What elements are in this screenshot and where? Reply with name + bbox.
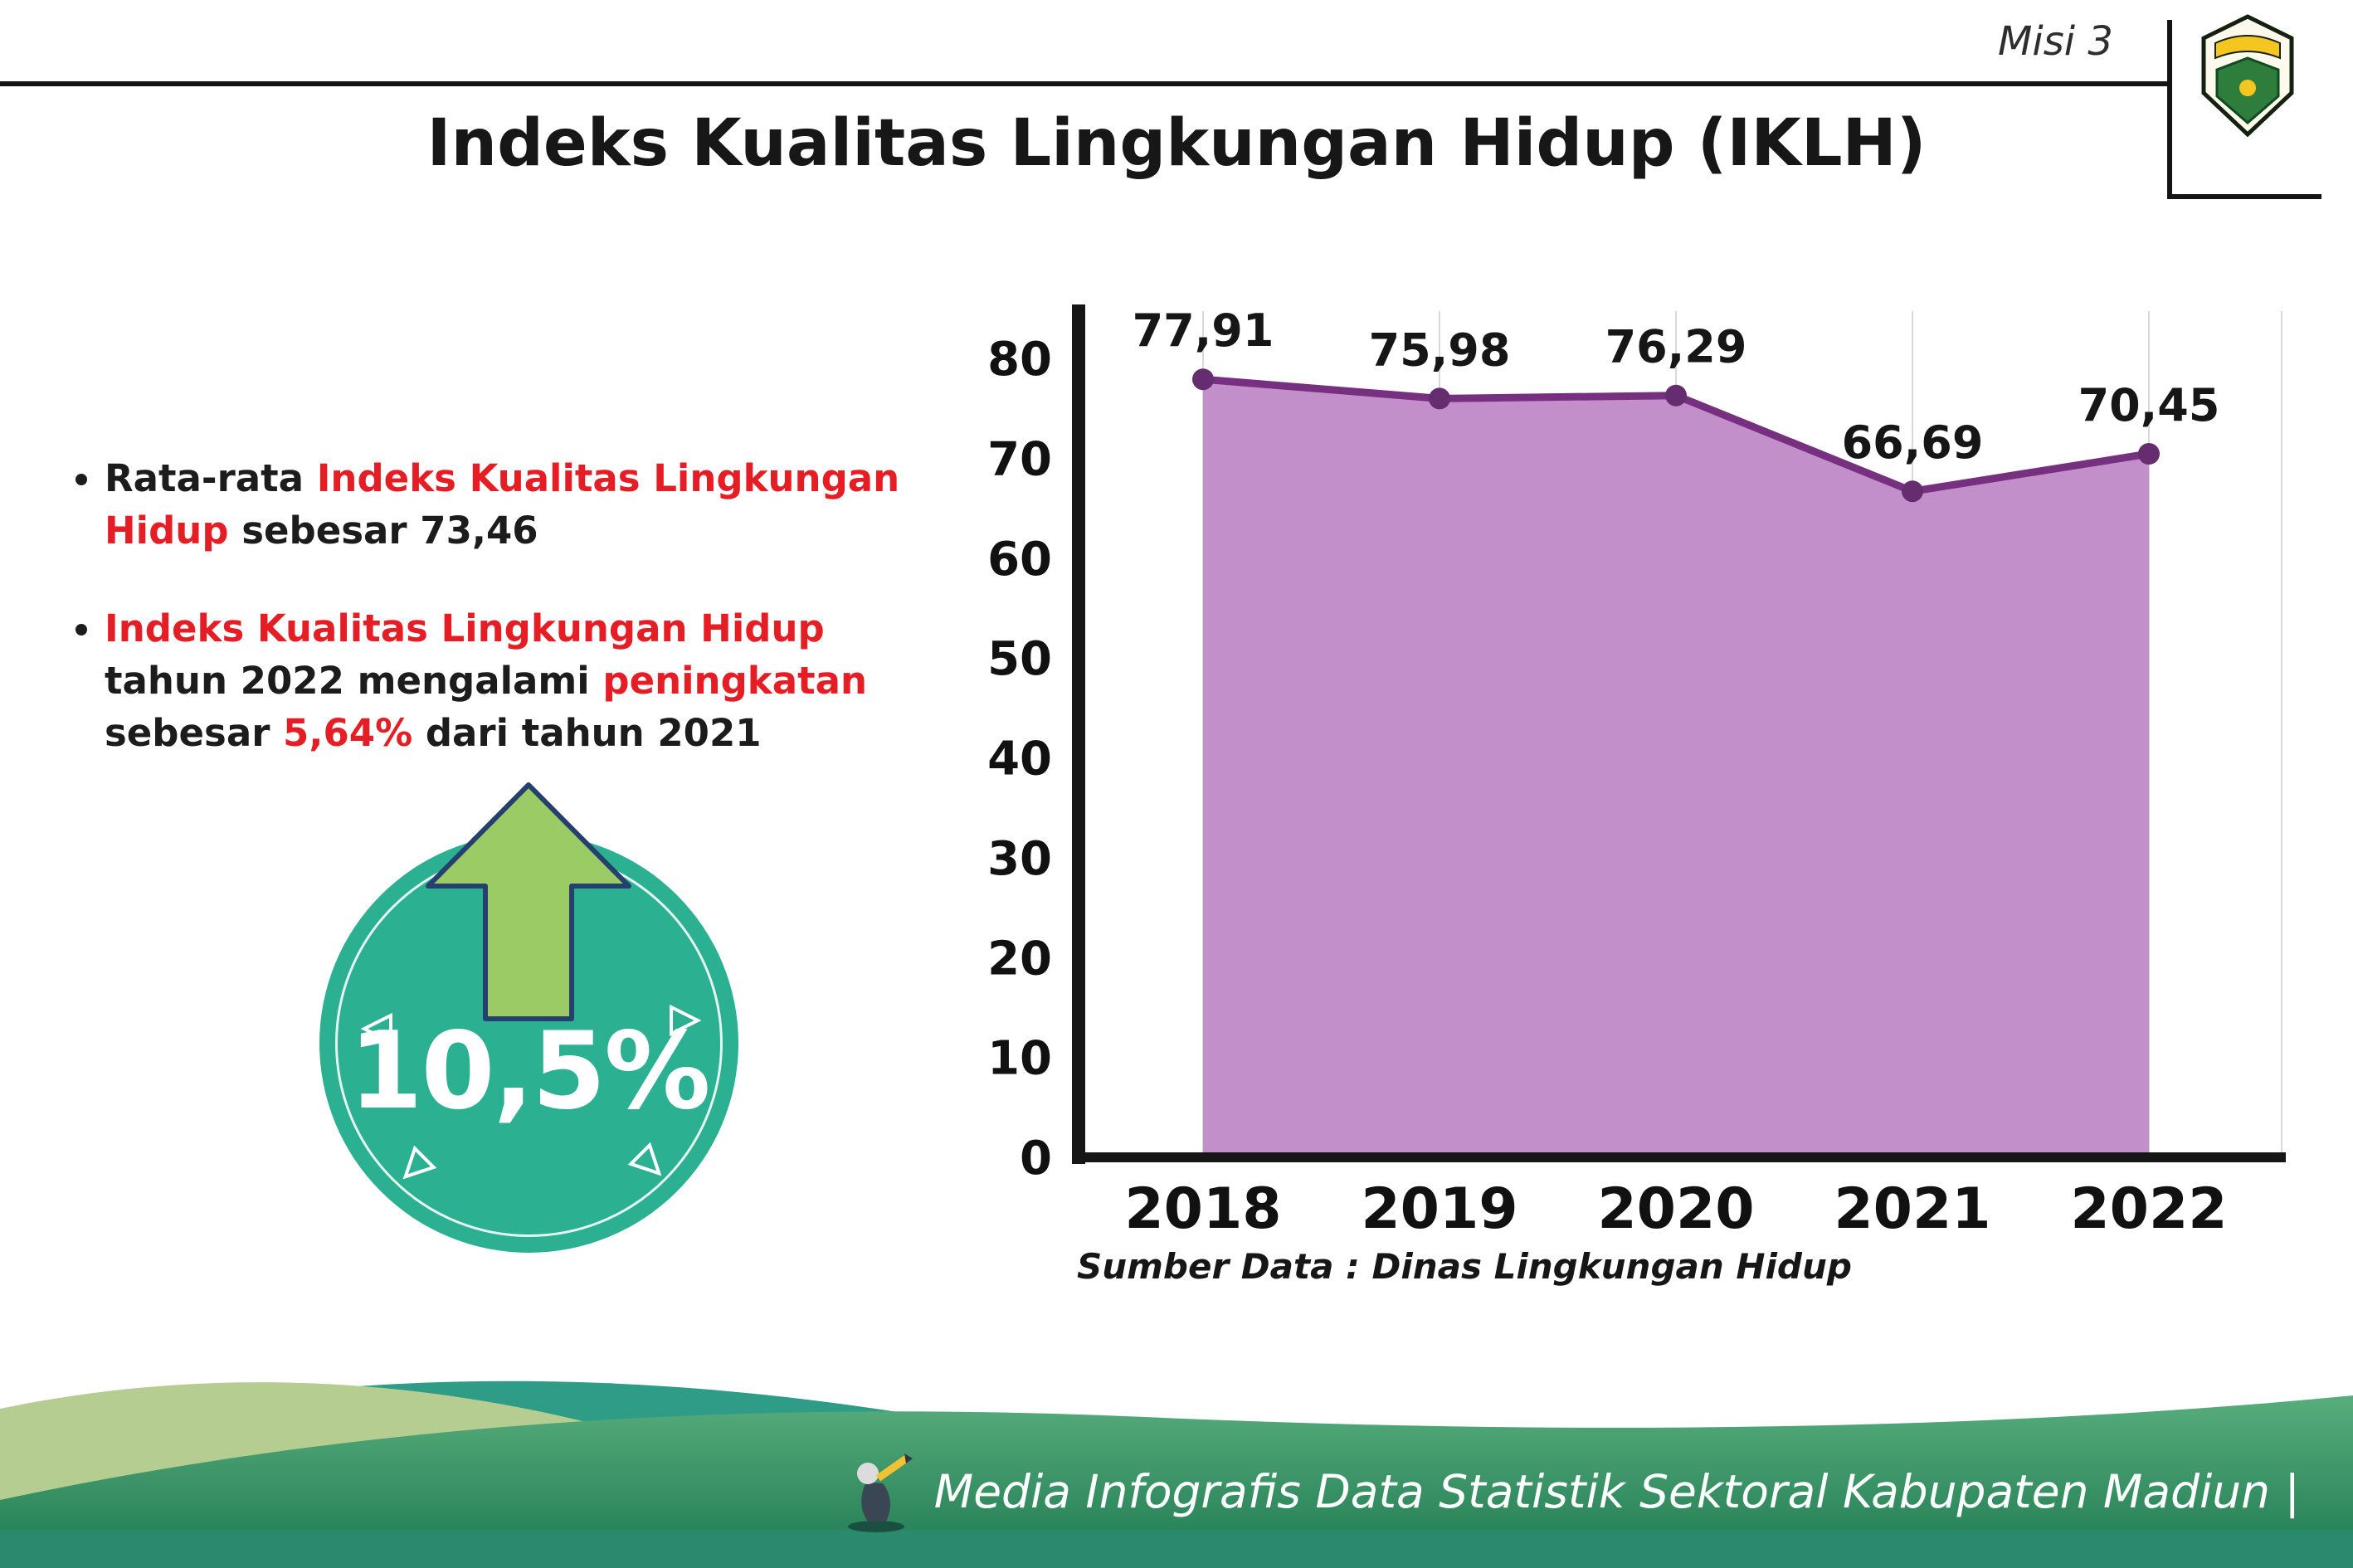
- highlight-circle: 10,5%: [319, 834, 738, 1253]
- chart-data-point: [1429, 387, 1450, 410]
- bullet-text-segment: tahun 2022 mengalami: [105, 659, 603, 703]
- page-title: Indeks Kualitas Lingkungan Hidup (IKLH): [426, 106, 1927, 181]
- x-tick-label: 2021: [1834, 1176, 1990, 1242]
- bullet-text-segment: sebesar: [105, 711, 284, 755]
- mascot-icon: [847, 1454, 913, 1532]
- logo-frame-horizontal: [2167, 194, 2321, 199]
- iklh-chart-svg: 77,91 75,98 76,29 66,69 70,45 0 10 20 30 40 50 60 70…: [987, 304, 2286, 1242]
- chart-data-point: [2138, 443, 2160, 465]
- chart-source: Sumber Data : Dinas Lingkungan Hidup: [1077, 1246, 1852, 1287]
- chart-data-point: [1902, 480, 1923, 503]
- y-tick-label: 30: [987, 832, 1052, 886]
- footer-credit-text: Media Infografis Data Statistik Sektoral…: [933, 1465, 2300, 1518]
- up-arrow-icon: [426, 782, 631, 1021]
- y-tick-label: 50: [987, 632, 1052, 686]
- bullet-text-segment: peningkatan: [602, 659, 868, 703]
- x-tick-label: 2022: [2070, 1176, 2227, 1242]
- x-tick-label: 2019: [1361, 1176, 1518, 1242]
- value-label: 77,91: [1133, 304, 1274, 357]
- x-axis: [1072, 1152, 2286, 1162]
- y-tick-label: 20: [987, 932, 1052, 986]
- y-tick-label: 60: [987, 533, 1052, 587]
- bullet-text-segment: Indeks Kualitas Lingkungan Hidup: [105, 606, 825, 650]
- iklh-chart: 77,91 75,98 76,29 66,69 70,45 0 10 20 30 40 50 60 70…: [979, 295, 2340, 1340]
- bullet-text-segment: Indeks Kualitas Lingkungan Hidup: [105, 456, 900, 553]
- bullet-text-segment: Rata-rata: [105, 456, 317, 500]
- footer-credit: Media Infografis Data Statistik Sektoral…: [835, 1450, 2300, 1533]
- bullet-text-segment: sebesar 73,46: [228, 509, 538, 553]
- y-tick-label: 40: [987, 733, 1052, 786]
- x-tick-label: 2020: [1597, 1176, 1754, 1242]
- value-label: 76,29: [1605, 321, 1747, 373]
- y-axis: [1072, 304, 1085, 1164]
- bullet-item: Indeks Kualitas Lingkungan Hidup tahun 2…: [105, 602, 959, 759]
- header-divider: [0, 81, 2167, 86]
- logo-frame-vertical: [2167, 20, 2172, 199]
- value-label: 70,45: [2078, 379, 2220, 431]
- chart-data-point: [1665, 384, 1687, 407]
- misi-label: Misi 3: [1998, 18, 2113, 65]
- bullet-text-segment: 5,64%: [283, 711, 413, 755]
- bullet-list: Rata-rata Indeks Kualitas Lingkungan Hid…: [73, 452, 959, 805]
- highlight-badge: 10,5%: [319, 780, 738, 1257]
- chart-data-point: [1192, 368, 1214, 391]
- y-tick-label: 70: [987, 432, 1052, 486]
- kabupaten-madiun-logo: [2201, 14, 2294, 138]
- chart-area: [1203, 379, 2149, 1157]
- bullet-text-segment: dari tahun 2021: [412, 711, 762, 755]
- bullet-item: Rata-rata Indeks Kualitas Lingkungan Hid…: [105, 452, 959, 557]
- footer-bottom-strip: [0, 1530, 2353, 1568]
- footer-waves: [0, 1381, 2353, 1568]
- y-tick-label: 0: [1020, 1132, 1052, 1186]
- highlight-value: 10,5%: [348, 1010, 710, 1133]
- value-label: 75,98: [1369, 324, 1511, 376]
- triangle-decorations: [360, 1004, 702, 1180]
- y-tick-label: 10: [987, 1032, 1052, 1086]
- footer-main-band: [0, 1395, 2353, 1568]
- value-label: 66,69: [1842, 416, 1984, 469]
- y-tick-label: 80: [987, 333, 1052, 387]
- x-tick-label: 2018: [1124, 1176, 1281, 1242]
